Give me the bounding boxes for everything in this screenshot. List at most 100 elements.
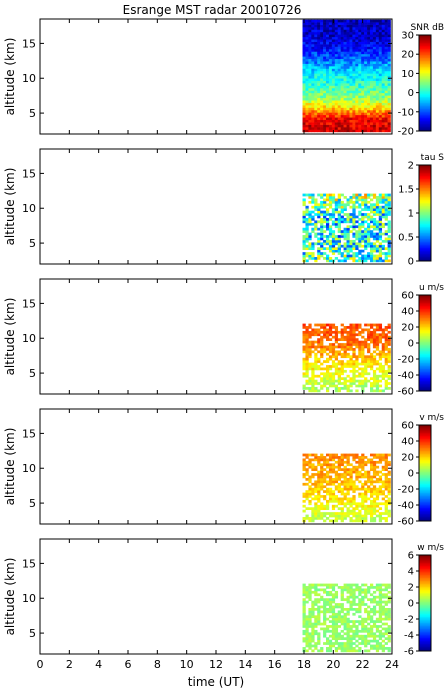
colorbar-segment [419, 634, 431, 637]
heatmap-cell [302, 605, 306, 609]
heatmap-cell [364, 608, 368, 611]
colorbar-segment [419, 621, 431, 623]
colorbar-segment [419, 68, 431, 70]
heatmap-cell [308, 620, 312, 623]
heatmap-cell [334, 632, 339, 636]
heatmap-cell [381, 122, 385, 125]
heatmap-cell [349, 225, 353, 229]
heatmap-cell [302, 387, 306, 390]
heatmap-cell [302, 112, 306, 116]
heatmap-cell [326, 629, 330, 633]
heatmap-cell [372, 249, 377, 253]
heatmap-cell [355, 127, 359, 130]
heatmap-cell [387, 617, 391, 621]
heatmap-cell [302, 323, 306, 327]
heatmap-cell [349, 53, 353, 57]
heatmap-cell [323, 73, 327, 77]
colorbar-segment [419, 65, 431, 67]
heatmap-cell [367, 487, 371, 491]
heatmap-cell [372, 225, 377, 229]
heatmap-cell [372, 639, 377, 643]
heatmap-cell [314, 495, 318, 498]
heatmap-cell [326, 499, 330, 503]
heatmap-cell [331, 22, 336, 25]
heatmap-cell [355, 507, 359, 511]
heatmap-cell [355, 475, 359, 479]
heatmap-cell [302, 122, 306, 125]
heatmap-cell [340, 456, 344, 459]
heatmap-cell [331, 215, 336, 219]
heatmap-cell [372, 487, 377, 491]
heatmap-cell [352, 372, 356, 376]
heatmap-cell [326, 222, 330, 226]
heatmap-cell [323, 242, 327, 246]
heatmap-cell [334, 80, 339, 84]
heatmap-cell [314, 232, 318, 236]
heatmap-cell [372, 112, 377, 116]
heatmap-cell [361, 75, 365, 79]
heatmap-cell [317, 482, 321, 486]
colorbar-segment [419, 244, 431, 247]
heatmap-cell [340, 338, 344, 341]
heatmap-cell [355, 468, 359, 471]
heatmap-cell [358, 249, 362, 253]
heatmap-cell [361, 100, 365, 103]
heatmap-cell [343, 227, 347, 231]
heatmap-cell [355, 75, 359, 79]
heatmap-cell [349, 70, 353, 74]
heatmap-cell [370, 460, 374, 464]
heatmap-cell [311, 227, 315, 231]
heatmap-cell [320, 504, 324, 508]
heatmap-cell [334, 22, 339, 25]
heatmap-cell [317, 593, 321, 597]
heatmap-cell [367, 105, 371, 108]
colorbar-segment [419, 383, 431, 386]
heatmap-cell [387, 360, 391, 363]
heatmap-cell [378, 124, 383, 128]
heatmap-cell [328, 326, 333, 329]
heatmap-cell [331, 507, 336, 511]
heatmap-cell [378, 323, 383, 327]
heatmap-cell [378, 478, 383, 481]
heatmap-cell [305, 588, 309, 592]
heatmap-cell [355, 588, 359, 592]
heatmap-cell [317, 499, 321, 503]
heatmap-cell [352, 590, 356, 594]
heatmap-cell [326, 333, 330, 337]
heatmap-cell [352, 68, 356, 72]
heatmap-cell [323, 102, 327, 106]
heatmap-cell [326, 114, 330, 118]
heatmap-cell [364, 257, 368, 260]
heatmap-cell [317, 632, 321, 636]
heatmap-cell [381, 610, 385, 614]
heatmap-cell [381, 458, 385, 462]
heatmap-cell [370, 218, 374, 221]
heatmap-cell [387, 615, 391, 619]
heatmap-cell [308, 31, 312, 35]
heatmap-cells [302, 453, 391, 523]
heatmap-cell [372, 345, 377, 349]
heatmap-cell [302, 247, 306, 251]
colorbar-segment [419, 425, 431, 427]
colorbar-segment [419, 326, 431, 329]
heatmap-cell [343, 514, 347, 518]
colorbar-segment [419, 229, 431, 232]
heatmap-cell [384, 27, 388, 30]
heatmap-cell [355, 244, 359, 248]
heatmap-cell [308, 27, 312, 30]
heatmap-cell [372, 53, 377, 57]
heatmap-cell [334, 372, 339, 376]
heatmap-cell [337, 360, 341, 363]
heatmap-cell [328, 374, 333, 378]
heatmap-cell [387, 129, 391, 133]
heatmap-cell [317, 208, 321, 211]
heatmap-cell [375, 44, 380, 47]
heatmap-cell [378, 252, 383, 255]
heatmap-cell [320, 517, 324, 520]
heatmap-cell [317, 338, 321, 341]
heatmap-cell [355, 259, 359, 263]
heatmap-cell [358, 519, 362, 523]
colorbar-segment [419, 295, 431, 297]
colorbar-segment [419, 444, 431, 447]
heatmap-cell [334, 85, 339, 89]
